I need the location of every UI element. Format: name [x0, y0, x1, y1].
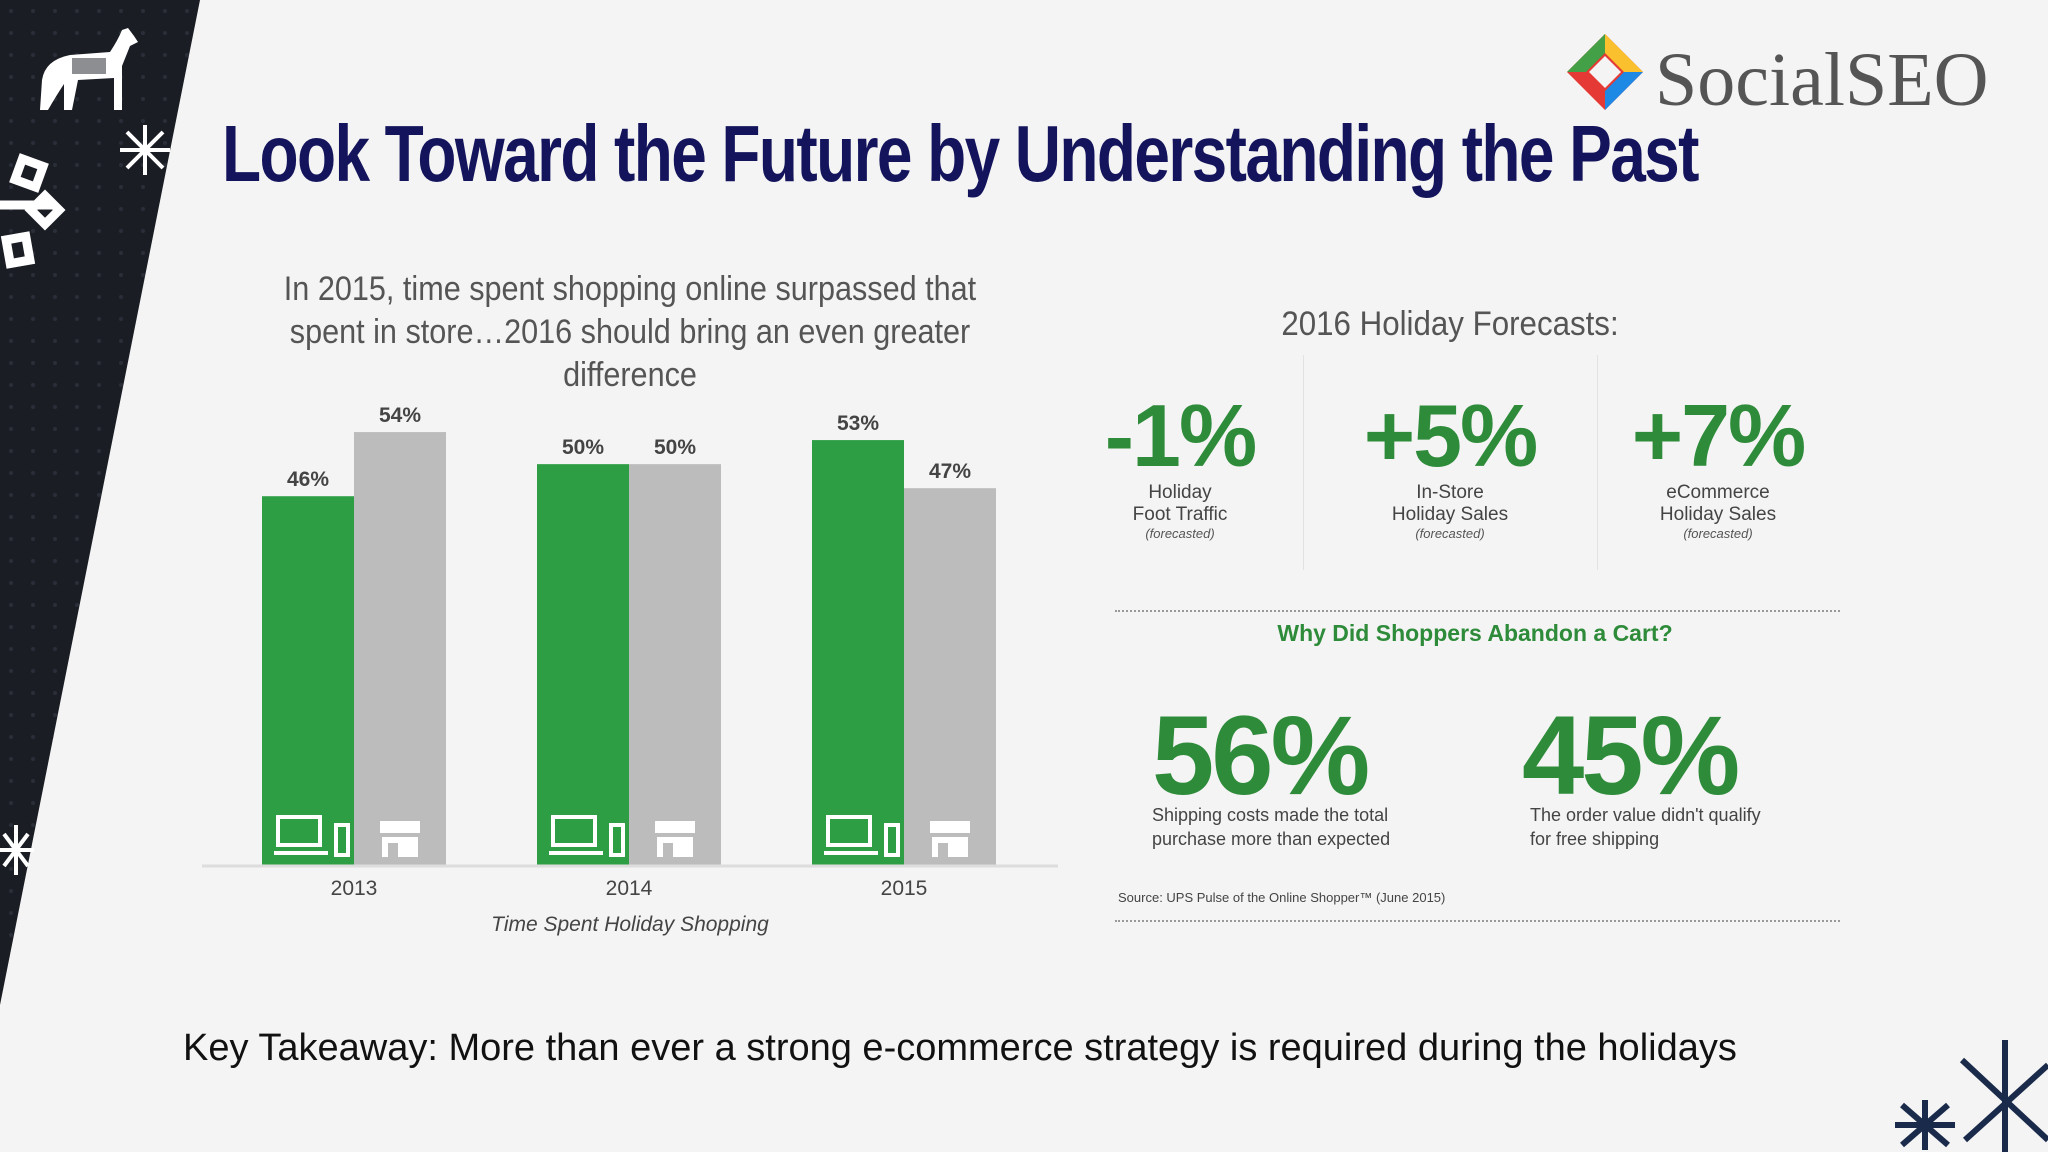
bar-value-label: 50%	[562, 436, 604, 459]
bar-value-label: 46%	[287, 468, 329, 491]
forecast-label: In-Store	[1416, 482, 1484, 503]
forecast-label: Holiday Sales	[1391, 504, 1509, 525]
dog-icon	[40, 28, 138, 110]
store-icon	[930, 821, 970, 857]
slide-title: Look Toward the Future by Understanding …	[222, 109, 1699, 198]
forecast-stat: +5% In-Store Holiday Sales (forecasted)	[1320, 386, 1580, 542]
forecast-stat: -1% Holiday Foot Traffic (forecasted)	[1050, 386, 1310, 542]
snowflake-corner-icon	[1895, 1040, 2048, 1152]
divider	[1597, 355, 1598, 570]
bar	[262, 496, 354, 865]
laptop-phone-icon	[549, 815, 625, 857]
forecast-label: Holiday	[1148, 482, 1212, 503]
socialseo-logo: SocialSEO	[1565, 32, 2025, 122]
forecast-stat: +7% eCommerce Holiday Sales (forecasted)	[1588, 386, 1848, 542]
bar	[537, 464, 629, 865]
logo-mark-icon	[1567, 34, 1643, 110]
store-icon	[655, 821, 695, 857]
cart-stat-value: 45%	[1522, 693, 1740, 818]
key-takeaway: Key Takeaway: More than ever a strong e-…	[183, 1027, 1737, 1069]
x-tick-label: 2015	[881, 877, 928, 900]
forecast-note: (forecasted)	[1683, 526, 1753, 541]
cart-title: Why Did Shoppers Abandon a Cart?	[1277, 620, 1673, 646]
bar-value-label: 53%	[837, 412, 879, 435]
dotted-divider	[1115, 610, 1840, 612]
cart-stat-label: The order value didn't qualify for free …	[1530, 803, 1761, 851]
bar	[812, 440, 904, 865]
cart-stat-line: Shipping costs made the total	[1152, 805, 1389, 825]
chart-subtitle: In 2015, time spent shopping online surp…	[283, 270, 977, 394]
snowflake-large-icon	[0, 153, 66, 269]
forecast-value: +5%	[1363, 386, 1539, 485]
forecast-label: Holiday Sales	[1659, 504, 1777, 525]
forecast-note: (forecasted)	[1145, 526, 1215, 541]
bar-value-label: 50%	[654, 436, 696, 459]
x-tick-label: 2013	[331, 877, 378, 900]
bar	[354, 432, 446, 865]
bar-value-label: 54%	[379, 404, 421, 427]
cart-stat-line: purchase more than expected	[1152, 829, 1391, 849]
laptop-phone-icon	[274, 815, 350, 857]
source-note: Source: UPS Pulse of the Online Shopper™…	[1118, 890, 1446, 905]
snowflake-icon	[120, 125, 170, 175]
forecast-label: eCommerce	[1666, 482, 1770, 503]
forecast-label: Foot Traffic	[1132, 504, 1228, 525]
forecast-value: -1%	[1104, 386, 1258, 485]
bar-chart: 46% 54% 2013 50% 50% 2014 53% 47% 2015 Time Spent…	[202, 404, 1058, 936]
laptop-phone-icon	[824, 815, 900, 857]
logo-text: SocialSEO	[1655, 38, 1989, 122]
cart-stat-line: for free shipping	[1530, 829, 1660, 849]
x-tick-label: 2014	[606, 877, 653, 900]
bar	[629, 464, 721, 865]
store-icon	[380, 821, 420, 857]
bar-value-label: 47%	[929, 460, 971, 483]
bar	[904, 488, 996, 865]
dotted-divider	[1115, 920, 1840, 922]
divider	[1303, 355, 1304, 570]
forecast-value: +7%	[1631, 386, 1807, 485]
forecast-note: (forecasted)	[1415, 526, 1485, 541]
x-axis-label: Time Spent Holiday Shopping	[491, 913, 769, 936]
cart-stat-line: The order value didn't qualify	[1530, 805, 1761, 825]
cart-stat-label: Shipping costs made the total purchase m…	[1152, 803, 1390, 851]
snowflake-small-icon	[0, 825, 34, 875]
cart-stat-value: 56%	[1152, 693, 1370, 818]
forecasts-title: 2016 Holiday Forecasts:	[1281, 305, 1619, 343]
